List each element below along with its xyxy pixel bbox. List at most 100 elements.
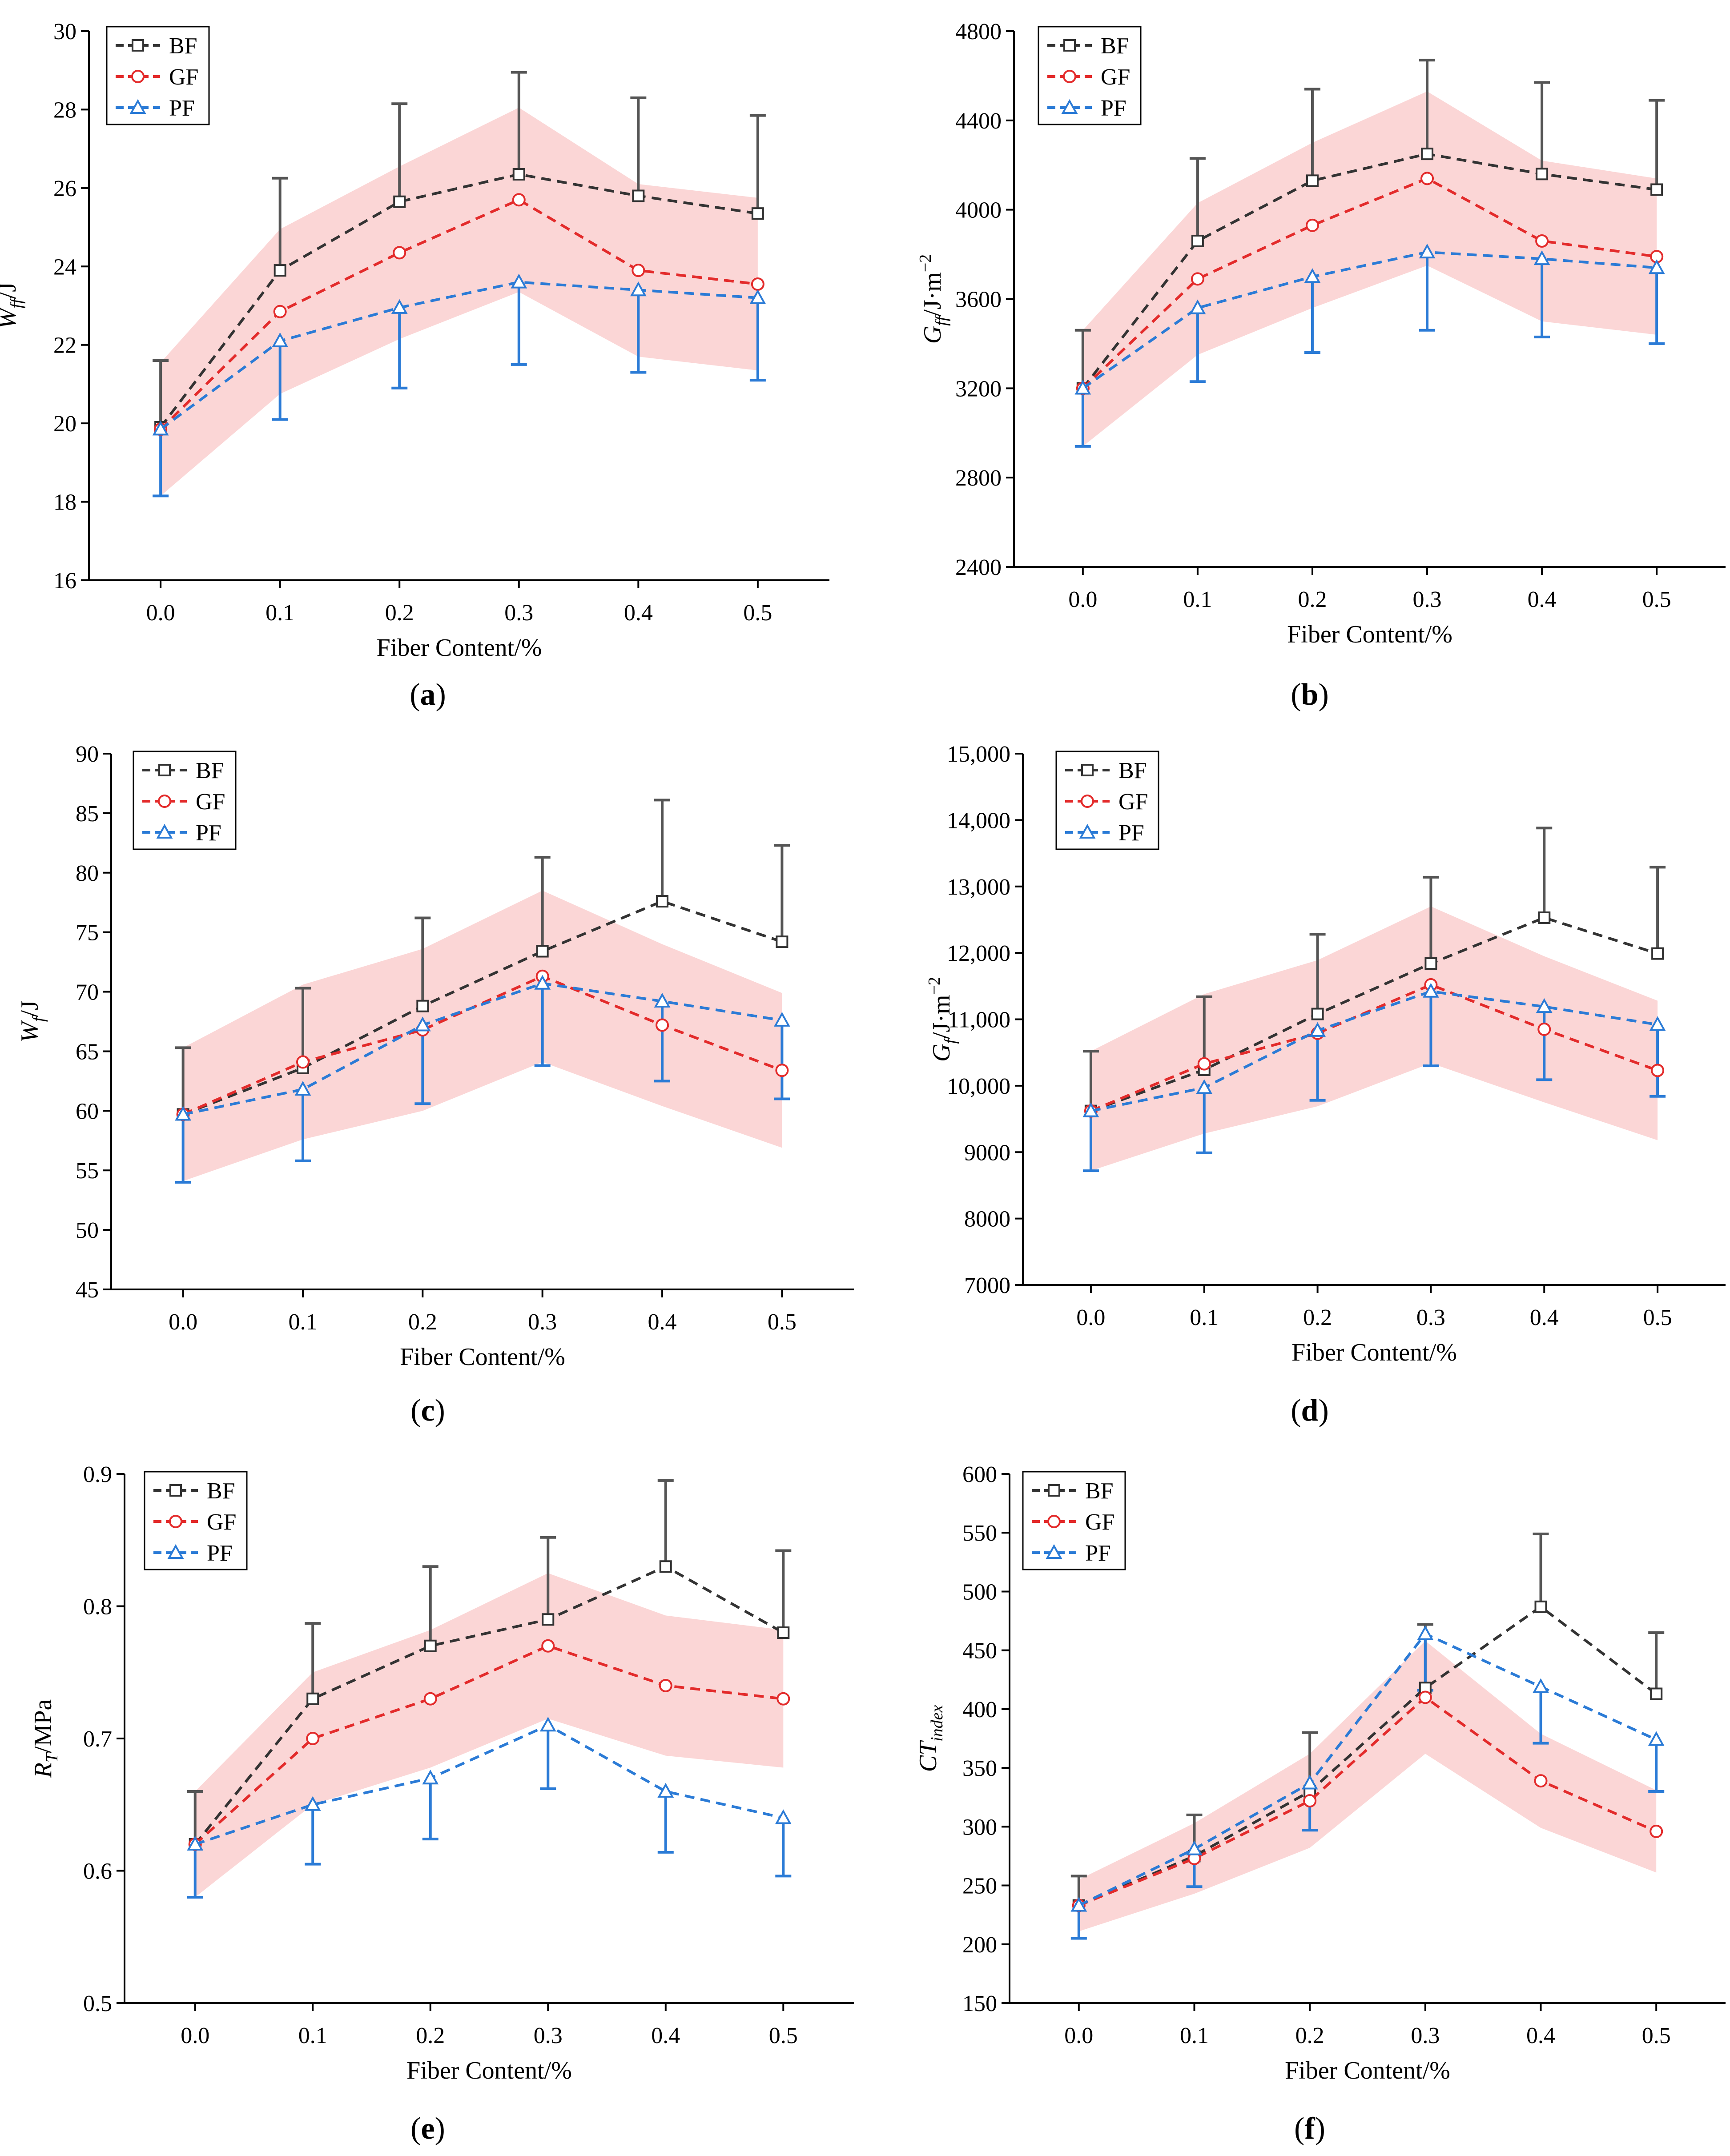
- y-tick-label: 0.7: [83, 1726, 112, 1752]
- y-tick-label: 150: [962, 1991, 997, 2016]
- legend-marker-square-marker: [1081, 764, 1094, 776]
- y-tick-label: 7000: [964, 1273, 1010, 1298]
- gf-band-d: [1090, 906, 1658, 1171]
- y-tick-label: 4400: [955, 108, 1002, 134]
- legend-label-pf: PF: [196, 820, 221, 846]
- point-bf-square-marker: [1421, 148, 1434, 161]
- point-bf-square-marker: [1650, 183, 1663, 196]
- y-tick-label: 8000: [964, 1207, 1010, 1232]
- y-tick-label: 200: [962, 1932, 997, 1958]
- legend-label-pf: PF: [1118, 820, 1144, 846]
- x-tick-label: 0.0: [1068, 587, 1097, 612]
- y-tick-label: 90: [76, 742, 99, 767]
- series-line-bf: [159, 173, 758, 428]
- point-bf-square-marker: [1311, 1008, 1324, 1020]
- gf-band-b: [1082, 91, 1657, 446]
- x-tick-label: 0.1: [1190, 1305, 1219, 1330]
- legend-marker-square-marker: [132, 39, 144, 52]
- point-gf-circle-marker: [1651, 1064, 1665, 1077]
- legend-label-pf: PF: [1101, 96, 1127, 121]
- legend: BF GF PF: [133, 751, 237, 850]
- y-tick-label: 0.6: [83, 1859, 112, 1884]
- point-bf-square-marker: [751, 207, 764, 220]
- x-tick-label: 0.4: [648, 1309, 677, 1335]
- point-bf-square-marker: [542, 1613, 555, 1626]
- y-axis-label: Wf/J: [16, 1000, 48, 1043]
- y-tick-label: 30: [53, 19, 76, 44]
- x-tick-label: 0.0: [181, 2023, 209, 2048]
- y-tick-label: 80: [76, 861, 99, 886]
- y-tick-label: 450: [962, 1638, 997, 1664]
- legend: BF GF PF: [1055, 751, 1159, 850]
- legend-marker-square-marker: [1048, 1484, 1060, 1497]
- x-axis-label: Fiber Content/%: [1287, 621, 1452, 648]
- legend-marker-square-marker: [169, 1484, 182, 1497]
- legend-marker-circle-marker: [1063, 70, 1076, 83]
- point-pf-triangle-marker: [391, 299, 408, 314]
- point-pf-triangle-marker: [1419, 243, 1436, 259]
- point-gf-circle-marker: [1418, 1690, 1432, 1704]
- y-tick-label: 16: [53, 568, 76, 594]
- point-pf-triangle-marker: [1648, 1731, 1665, 1746]
- point-bf-square-marker: [512, 168, 525, 181]
- chart-panel-e: 0.5 0.6 0.7 0.8 0.9 0.0 0.1 0.2 0.3 0.4 0.5 Fiber C…: [29, 1462, 854, 2146]
- series-line-gf: [1078, 1695, 1657, 1907]
- point-bf-square-marker: [1191, 234, 1204, 247]
- legend-marker-circle-marker: [1081, 795, 1094, 808]
- y-axis-label: Gff/J·m−2: [916, 254, 951, 344]
- point-gf-circle-marker: [512, 193, 526, 207]
- x-axis-label: Fiber Content/%: [377, 634, 542, 662]
- point-pf-triangle-marker: [773, 1012, 790, 1027]
- point-pf-triangle-marker: [657, 1783, 674, 1798]
- x-tick-label: 0.0: [169, 1309, 197, 1335]
- y-tick-label: 250: [962, 1874, 997, 1899]
- point-gf-circle-marker: [273, 305, 287, 318]
- legend-label-pf: PF: [169, 96, 195, 121]
- x-tick-label: 0.2: [416, 2023, 445, 2048]
- x-tick-label: 0.2: [1303, 1305, 1332, 1330]
- y-tick-label: 9000: [964, 1140, 1010, 1165]
- legend-marker-triangle-marker: [1079, 823, 1096, 839]
- point-bf-square-marker: [656, 895, 669, 908]
- x-tick-label: 0.1: [1183, 587, 1212, 612]
- panel-caption: (d): [1291, 1393, 1329, 1428]
- x-tick-label: 0.3: [1413, 587, 1442, 612]
- point-pf-triangle-marker: [775, 1809, 792, 1824]
- point-gf-circle-marker: [776, 1692, 790, 1706]
- y-axis-label: Gf/J·m−2: [925, 977, 960, 1062]
- x-tick-label: 0.5: [1642, 2023, 1671, 2048]
- y-tick-label: 13,000: [947, 875, 1010, 900]
- point-bf-square-marker: [1424, 957, 1437, 970]
- y-tick-label: 11,000: [948, 1008, 1010, 1033]
- legend-label-pf: PF: [207, 1541, 233, 1566]
- point-pf-triangle-marker: [294, 1081, 311, 1096]
- y-tick-label: 18: [53, 490, 76, 515]
- point-bf-square-marker: [424, 1639, 437, 1652]
- x-tick-label: 0.2: [385, 600, 414, 626]
- point-bf-square-marker: [274, 264, 286, 277]
- legend-label-pf: PF: [1085, 1541, 1111, 1566]
- y-tick-label: 0.8: [83, 1594, 112, 1620]
- panel-caption: (f): [1294, 2112, 1325, 2146]
- y-tick-label: 350: [962, 1756, 997, 1781]
- legend-marker-triangle-marker: [167, 1544, 184, 1559]
- point-bf-square-marker: [1651, 947, 1664, 960]
- point-pf-triangle-marker: [630, 281, 647, 297]
- y-tick-label: 24: [53, 254, 76, 280]
- series-line-pf: [1082, 251, 1657, 389]
- y-tick-label: 0.5: [83, 1991, 112, 2016]
- panel-caption: (b): [1291, 678, 1329, 712]
- x-tick-label: 0.2: [1295, 2023, 1324, 2048]
- gf-band-e: [195, 1573, 784, 1897]
- series-line-gf: [194, 1644, 784, 1846]
- chart-panel-b: 2400 2800 3200 3600 4000 4400 4800 0.0 0.1 0.2 0.3…: [916, 19, 1726, 712]
- point-pf-triangle-marker: [1649, 1016, 1666, 1031]
- legend-label-gf: GF: [196, 789, 225, 815]
- series-line-bf: [194, 1565, 784, 1845]
- x-tick-label: 0.2: [408, 1309, 437, 1335]
- point-bf-square-marker: [306, 1692, 319, 1705]
- legend-marker-triangle-marker: [1046, 1544, 1062, 1559]
- series-line-gf: [1082, 177, 1657, 389]
- legend-marker-square-marker: [158, 764, 171, 776]
- point-gf-circle-marker: [306, 1732, 320, 1745]
